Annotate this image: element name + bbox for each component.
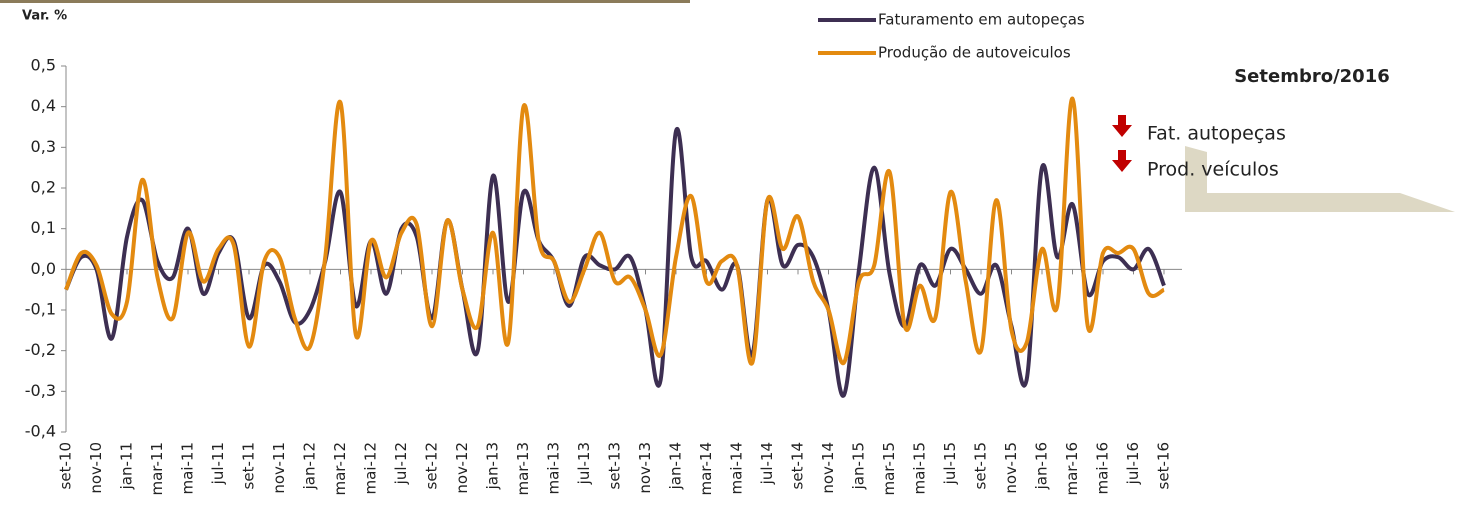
x-tick-label: jan-13 bbox=[484, 442, 502, 490]
x-tick-label: jul-15 bbox=[941, 442, 959, 485]
x-tick-label: mai-11 bbox=[179, 442, 197, 494]
x-tick-label: mar-11 bbox=[148, 442, 166, 496]
series-line bbox=[64, 96, 1165, 366]
x-tick-label: set-13 bbox=[606, 442, 624, 489]
x-tick-label: set-15 bbox=[972, 442, 990, 489]
down-arrow bbox=[1112, 115, 1132, 137]
y-tick-label: -0,2 bbox=[25, 340, 56, 359]
x-tick-label: mai-15 bbox=[911, 442, 929, 494]
x-tick-label: mar-14 bbox=[697, 442, 715, 496]
x-tick-label: nov-11 bbox=[270, 442, 288, 494]
x-tick-label: jul-12 bbox=[392, 442, 410, 485]
y-tick-label: -0,3 bbox=[25, 381, 56, 400]
x-tick-label: jan-12 bbox=[301, 442, 319, 490]
x-tick-label: jul-13 bbox=[575, 442, 593, 485]
x-tick-label: mai-13 bbox=[545, 442, 563, 494]
x-tick-label: set-11 bbox=[240, 442, 258, 489]
x-tick-label: jul-11 bbox=[209, 442, 227, 485]
y-tick-label: 0,1 bbox=[31, 218, 56, 237]
x-tick-label: nov-12 bbox=[453, 442, 471, 494]
y-tick-label: 0,2 bbox=[31, 178, 56, 197]
x-tick-label: jan-15 bbox=[850, 442, 868, 490]
panel-shape bbox=[1185, 146, 1455, 212]
y-tick-label: -0,4 bbox=[25, 422, 56, 441]
x-tick-label: mai-14 bbox=[728, 442, 746, 494]
y-tick-label: -0,1 bbox=[25, 300, 56, 319]
x-tick-label: nov-15 bbox=[1002, 442, 1020, 494]
x-tick-label: jul-16 bbox=[1124, 442, 1142, 485]
x-tick-label: mar-15 bbox=[880, 442, 898, 496]
x-tick-label: jan-14 bbox=[667, 442, 685, 490]
x-tick-label: set-16 bbox=[1155, 442, 1173, 489]
panel-item: Fat. autopeças bbox=[1147, 123, 1286, 145]
x-tick-label: mai-12 bbox=[362, 442, 380, 494]
x-tick-label: jan-11 bbox=[118, 442, 136, 490]
y-tick-label: 0,0 bbox=[31, 259, 56, 278]
x-tick-label: set-10 bbox=[57, 442, 75, 489]
x-tick-label: set-12 bbox=[423, 442, 441, 489]
y-tick-label: 0,3 bbox=[31, 137, 56, 156]
x-tick-label: set-14 bbox=[789, 442, 807, 489]
x-tick-label: nov-14 bbox=[819, 442, 837, 494]
y-axis-label: Var. % bbox=[22, 9, 67, 24]
x-tick-label: jan-16 bbox=[1033, 442, 1051, 490]
legend-label: Faturamento em autopeças bbox=[878, 11, 1085, 29]
x-tick-label: mai-16 bbox=[1094, 442, 1112, 494]
x-tick-label: mar-16 bbox=[1063, 442, 1081, 496]
x-tick-label: mar-12 bbox=[331, 442, 349, 496]
panel-item: Prod. veículos bbox=[1147, 159, 1279, 181]
legend-label: Produção de autoveiculos bbox=[878, 44, 1071, 62]
x-tick-label: nov-13 bbox=[636, 442, 654, 494]
x-tick-label: mar-13 bbox=[514, 442, 532, 496]
panel-title: Setembro/2016 bbox=[1234, 66, 1390, 87]
series-line bbox=[64, 126, 1166, 398]
x-tick-label: jul-14 bbox=[758, 442, 776, 485]
y-tick-label: 0,4 bbox=[31, 96, 56, 115]
y-tick-label: 0,5 bbox=[31, 56, 56, 75]
down-arrow bbox=[1112, 150, 1132, 172]
x-tick-label: nov-10 bbox=[87, 442, 105, 494]
